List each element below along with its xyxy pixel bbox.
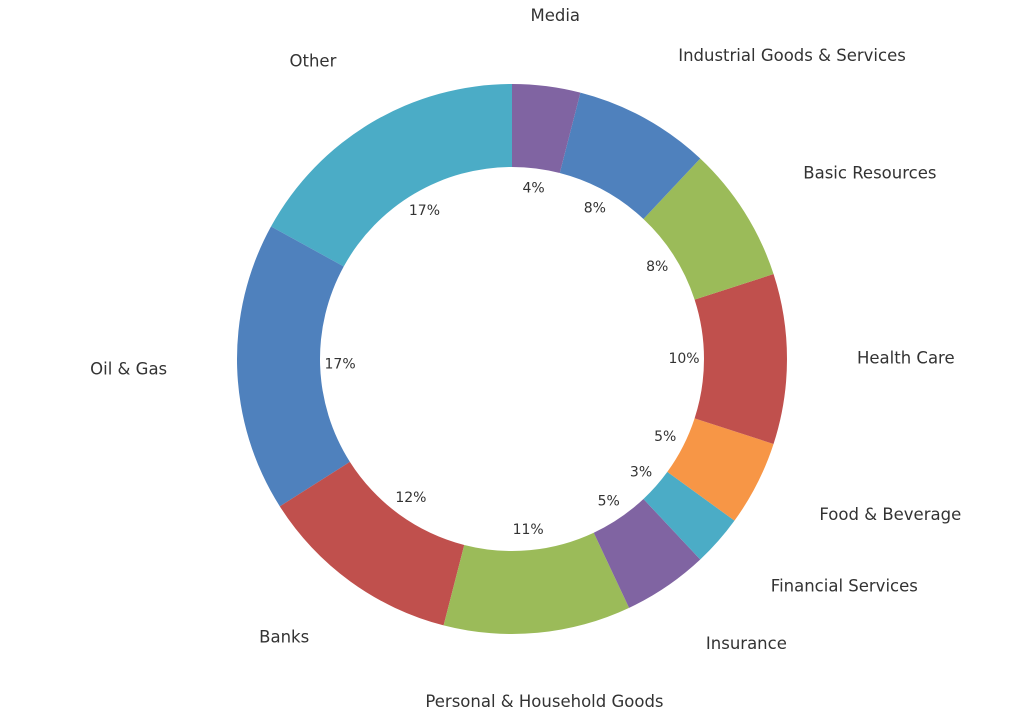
slice-food-and-beverage: [667, 418, 774, 521]
category-label-financial-services: Financial Services: [771, 577, 918, 596]
percent-label-personal-and-household-goods: 11%: [513, 522, 544, 538]
percent-label-health-care: 10%: [668, 351, 699, 367]
category-labels-group: Other Oil & Gas Banks Personal & Household …: [90, 6, 961, 711]
category-label-basic-resources: Basic Resources: [803, 164, 936, 183]
category-label-industrial-goods-and-services: Industrial Goods & Services: [678, 46, 906, 65]
category-label-personal-and-household-goods: Personal & Household Goods: [425, 692, 663, 711]
percent-label-other: 17%: [409, 203, 440, 219]
category-label-oil-and-gas: Oil & Gas: [90, 359, 167, 378]
percent-label-basic-resources: 8%: [646, 259, 668, 275]
category-label-food-and-beverage: Food & Beverage: [819, 505, 961, 524]
slices-group: [236, 84, 787, 634]
category-label-health-care: Health Care: [857, 349, 955, 368]
slice-financial-services: [643, 471, 735, 560]
category-label-other: Other: [290, 52, 337, 71]
slice-insurance: [593, 498, 701, 608]
slice-health-care: [694, 274, 787, 444]
slice-banks: [279, 461, 465, 626]
slice-oil-and-gas: [236, 226, 350, 507]
category-label-banks: Banks: [259, 628, 309, 647]
slice-industrial-goods-and-services: [559, 92, 701, 220]
percent-label-media: 4%: [522, 180, 544, 196]
percent-labels-group: 17% 17% 12% 11% 5% 3% 5% 10% 8% 8% 4%: [325, 180, 700, 538]
percent-label-banks: 12%: [395, 490, 426, 506]
slice-media: [512, 84, 581, 174]
category-label-media: Media: [530, 6, 580, 25]
slice-other: [271, 84, 512, 267]
percent-label-food-and-beverage: 5%: [654, 429, 676, 445]
percent-label-insurance: 5%: [598, 493, 620, 509]
percent-label-oil-and-gas: 17%: [325, 356, 356, 372]
percent-label-industrial-goods-and-services: 8%: [584, 200, 606, 216]
percent-label-financial-services: 3%: [630, 465, 652, 481]
slice-personal-and-household-goods: [443, 532, 630, 634]
category-label-insurance: Insurance: [706, 634, 787, 653]
slice-basic-resources: [643, 158, 774, 300]
